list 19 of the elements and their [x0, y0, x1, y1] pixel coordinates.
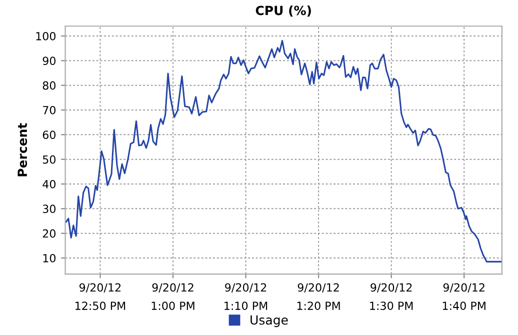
y-tick-label: 50: [42, 155, 56, 164]
y-tick-label: 70: [43, 106, 56, 114]
y-tick-label: 20: [42, 229, 56, 238]
y-tick-label: 60: [42, 130, 56, 140]
y-axis-title: Percent: [18, 123, 28, 176]
chart-title: CPU (%): [256, 6, 311, 17]
y-tick-label: 100: [36, 32, 56, 40]
y-tick-label: 40: [42, 180, 56, 188]
y-tick-label: 10: [43, 254, 56, 262]
x-tick-label: 9/20/12 1:20 PM: [297, 283, 340, 310]
x-tick-label: 9/20/12 1:10 PM: [224, 283, 268, 310]
y-tick-label: 30: [42, 204, 56, 214]
x-tick-label: 9/20/12 12:50 PM: [76, 283, 126, 310]
y-tick-label: 90: [42, 56, 56, 66]
x-tick-label: 9/20/12 1:40 PM: [442, 283, 486, 310]
y-tick-label: 80: [42, 81, 56, 90]
legend-label: Usage: [250, 315, 288, 328]
x-tick-label: 9/20/12 1:00 PM: [152, 283, 194, 310]
x-tick-label: 9/20/12 1:30 PM: [370, 283, 413, 310]
